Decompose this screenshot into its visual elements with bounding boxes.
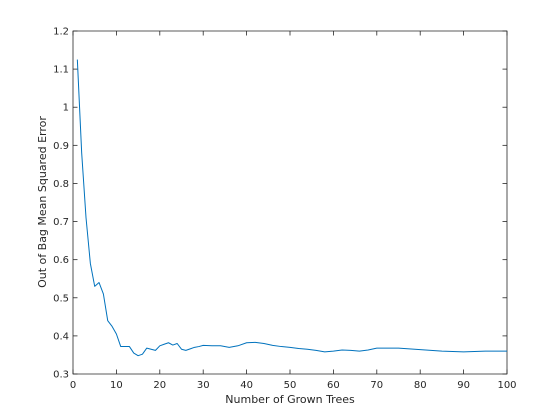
x-tick-label: 30 — [197, 380, 210, 391]
series-line-0 — [76, 59, 507, 357]
y-tick-label: 0.8 — [53, 179, 69, 190]
y-tick-label: 0.3 — [53, 370, 69, 381]
y-tick-label: 1.1 — [53, 65, 69, 76]
y-tick-label: 0.9 — [53, 141, 69, 152]
y-tick-label: 1.2 — [53, 27, 69, 38]
x-axis-ticks: 0 10 20 30 40 50 60 70 80 90 100 — [70, 31, 517, 391]
x-tick-label: 90 — [457, 380, 470, 391]
x-tick-label: 0 — [70, 380, 76, 391]
x-tick-label: 40 — [240, 380, 253, 391]
series-group — [76, 59, 507, 357]
y-axis-label: Out of Bag Mean Squared Error — [36, 116, 49, 288]
x-tick-label: 80 — [414, 380, 427, 391]
y-tick-label: 1 — [63, 103, 69, 114]
y-tick-label: 0.4 — [53, 331, 69, 342]
plot-background — [73, 31, 507, 374]
x-axis-label: Number of Grown Trees — [225, 393, 355, 406]
y-tick-label: 0.6 — [53, 255, 69, 266]
x-tick-label: 10 — [110, 380, 123, 391]
x-tick-label: 70 — [370, 380, 383, 391]
y-axis-ticks: 0.3 0.4 0.5 0.6 0.7 0.8 0.9 1 1.1 1.2 — [53, 27, 507, 381]
x-tick-label: 60 — [327, 380, 340, 391]
y-tick-label: 0.7 — [53, 217, 69, 228]
x-tick-label: 20 — [153, 380, 166, 391]
y-tick-label: 0.5 — [53, 293, 69, 304]
x-tick-label: 100 — [497, 380, 516, 391]
x-tick-label: 50 — [284, 380, 297, 391]
